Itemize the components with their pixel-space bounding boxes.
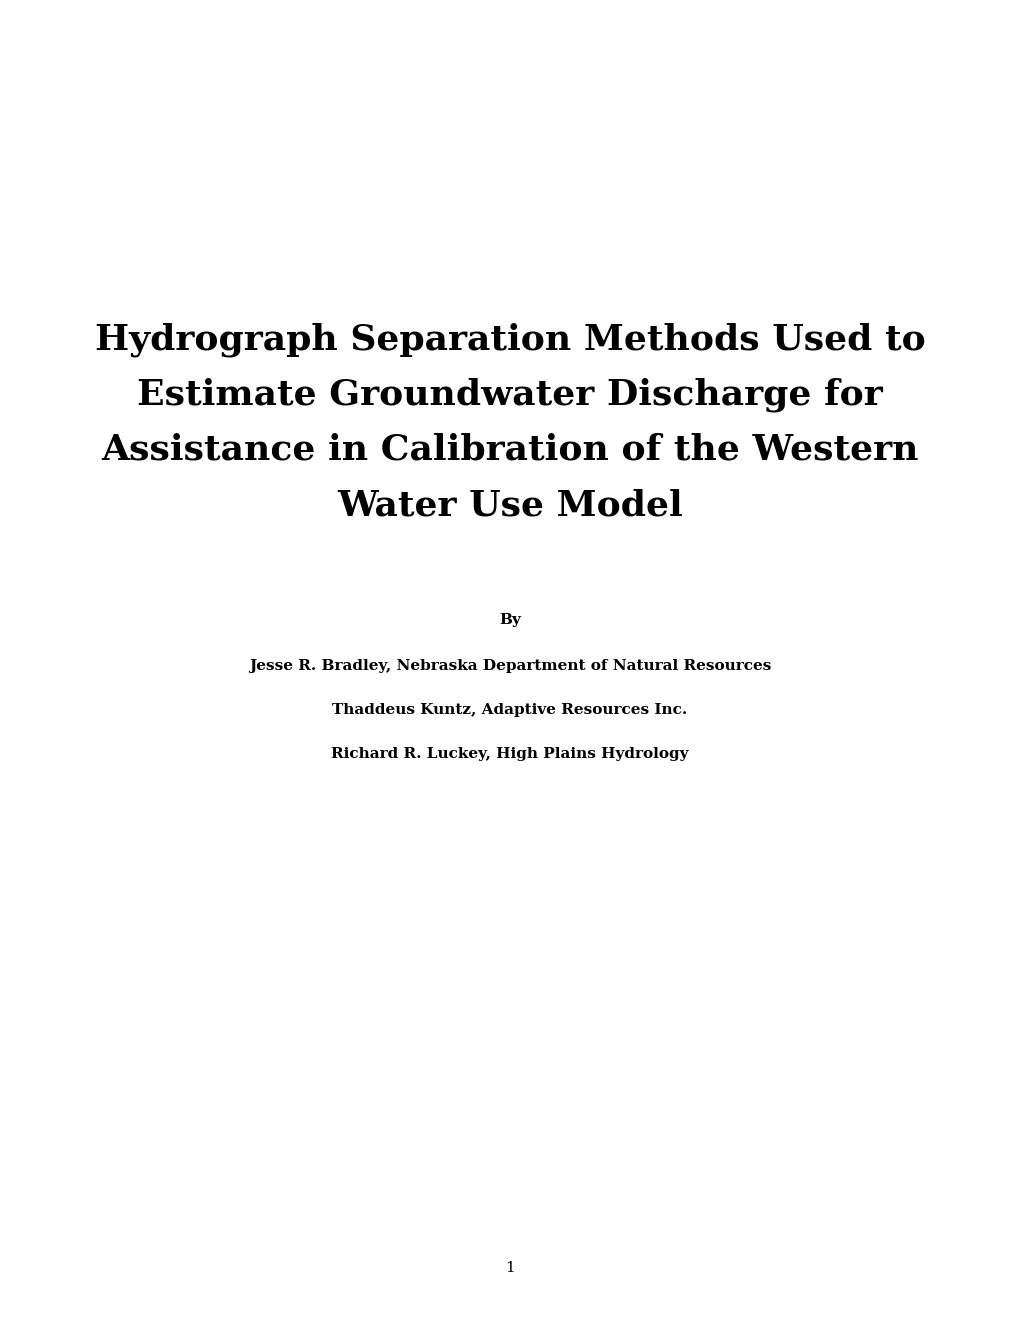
Text: Estimate Groundwater Discharge for: Estimate Groundwater Discharge for [137, 378, 882, 412]
Text: Hydrograph Separation Methods Used to: Hydrograph Separation Methods Used to [95, 323, 924, 358]
Text: Richard R. Luckey, High Plains Hydrology: Richard R. Luckey, High Plains Hydrology [331, 747, 688, 762]
Text: Water Use Model: Water Use Model [337, 488, 682, 521]
Text: Assistance in Calibration of the Western: Assistance in Calibration of the Western [101, 433, 918, 467]
Text: Thaddeus Kuntz, Adaptive Resources Inc.: Thaddeus Kuntz, Adaptive Resources Inc. [332, 704, 687, 717]
Text: Jesse R. Bradley, Nebraska Department of Natural Resources: Jesse R. Bradley, Nebraska Department of… [249, 659, 770, 673]
Text: By: By [498, 612, 521, 627]
Text: 1: 1 [504, 1261, 515, 1275]
